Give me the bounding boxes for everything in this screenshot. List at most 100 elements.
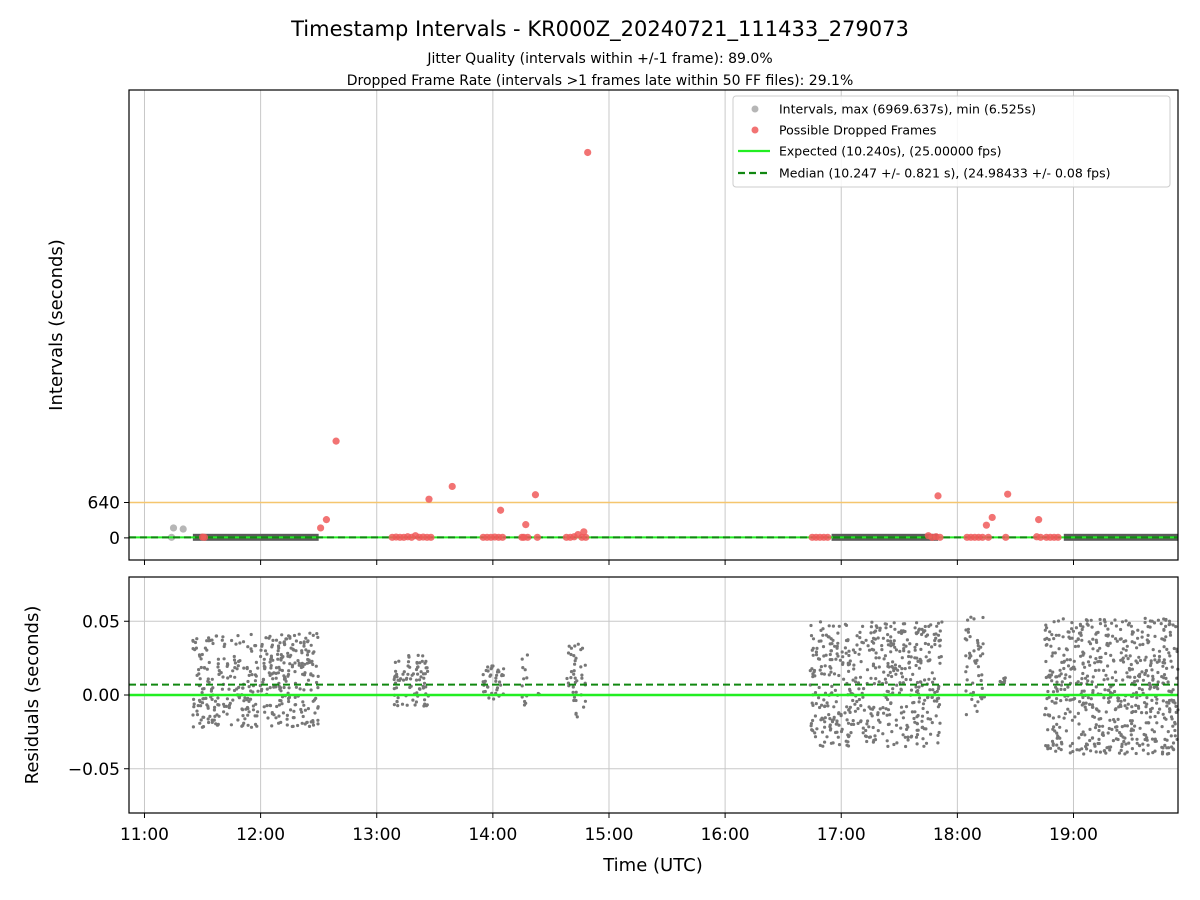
- residual-point: [226, 676, 230, 680]
- residual-point: [881, 732, 885, 736]
- residual-point: [857, 687, 861, 691]
- residual-point: [920, 627, 924, 632]
- residual-point: [858, 675, 863, 679]
- residual-point: [834, 700, 838, 704]
- residual-point: [1162, 673, 1167, 677]
- figure-subtitle-dropped: Dropped Frame Rate (intervals >1 frames …: [347, 73, 854, 89]
- residual-point: [842, 677, 846, 681]
- residual-point: [1146, 674, 1150, 678]
- residual-point: [1080, 627, 1084, 632]
- residual-point: [521, 666, 525, 670]
- residual-point: [290, 724, 294, 729]
- residual-point: [841, 661, 845, 665]
- residual-point: [968, 635, 972, 639]
- residual-point: [1163, 743, 1167, 748]
- residual-point: [280, 668, 284, 673]
- residual-point: [300, 721, 304, 725]
- residual-point: [311, 651, 315, 655]
- residual-point: [406, 672, 410, 676]
- residual-point: [1059, 672, 1063, 676]
- residual-point: [243, 696, 247, 700]
- residual-point: [935, 689, 939, 694]
- residual-point: [1079, 654, 1083, 658]
- residual-point: [1058, 668, 1062, 672]
- residual-point: [265, 687, 269, 691]
- residual-point: [918, 680, 923, 684]
- residual-point: [915, 642, 919, 647]
- residual-point: [1082, 689, 1086, 693]
- residual-point: [933, 642, 937, 647]
- residual-point: [975, 638, 980, 643]
- residual-point: [222, 710, 226, 714]
- residual-point: [415, 661, 419, 665]
- residual-point: [908, 642, 912, 646]
- residuals-y-tick-label: −0.05: [68, 760, 120, 780]
- residual-point: [866, 644, 870, 648]
- residual-point: [834, 657, 838, 661]
- residual-point: [1134, 691, 1139, 695]
- residual-point: [1055, 697, 1059, 701]
- residual-point: [1169, 734, 1173, 738]
- residual-point: [1133, 675, 1137, 680]
- residual-point: [1066, 630, 1070, 634]
- residual-point: [242, 666, 246, 670]
- residual-point: [1057, 647, 1061, 651]
- residual-point: [998, 679, 1002, 684]
- residual-point: [898, 664, 902, 668]
- residual-point: [269, 666, 273, 670]
- residual-point: [907, 660, 912, 664]
- residual-point: [907, 650, 911, 654]
- residual-point: [875, 625, 879, 630]
- residual-point: [242, 699, 246, 703]
- residual-point: [964, 689, 968, 693]
- residual-point: [1085, 622, 1089, 626]
- residual-point: [847, 734, 851, 738]
- residual-point: [406, 660, 411, 664]
- residual-point: [938, 721, 942, 725]
- residual-point: [849, 731, 853, 735]
- residual-point: [502, 667, 506, 671]
- residual-point: [1146, 743, 1150, 747]
- residual-point: [931, 688, 935, 692]
- residual-point: [1061, 617, 1065, 621]
- residual-point: [214, 634, 218, 638]
- residual-point: [287, 699, 291, 704]
- residual-point: [405, 703, 409, 707]
- residual-point: [483, 689, 487, 694]
- residual-point: [1159, 622, 1163, 626]
- residual-point: [207, 639, 211, 643]
- residual-point: [202, 715, 206, 719]
- residual-point: [914, 685, 918, 689]
- residual-point: [810, 728, 814, 732]
- residual-point: [893, 645, 897, 649]
- residual-point: [1070, 636, 1074, 640]
- residual-point: [1094, 657, 1098, 661]
- residual-point: [1146, 641, 1150, 645]
- residual-point: [922, 727, 926, 731]
- time-x-tick-label: 16:00: [701, 825, 750, 845]
- residual-point: [913, 626, 917, 630]
- residual-point: [925, 710, 930, 714]
- residual-point: [937, 730, 941, 735]
- residual-point: [1054, 633, 1058, 637]
- residual-point: [1113, 720, 1117, 724]
- residual-point: [892, 742, 896, 747]
- residual-point: [580, 646, 585, 650]
- residual-point: [1117, 696, 1121, 700]
- residual-point: [522, 677, 526, 681]
- residual-point: [192, 697, 196, 702]
- residual-point: [227, 687, 231, 691]
- residual-point: [314, 696, 318, 701]
- residual-point: [1144, 655, 1148, 659]
- dropped-frame-point: [1036, 533, 1045, 541]
- residual-point: [1167, 651, 1171, 655]
- residual-point: [930, 671, 934, 675]
- intervals-legend: Intervals, max (6969.637s), min (6.525s)…: [732, 95, 1171, 188]
- residual-point: [401, 672, 405, 676]
- residual-point: [288, 662, 292, 666]
- residual-point: [1174, 710, 1178, 715]
- residual-point: [851, 719, 855, 723]
- residual-point: [903, 622, 907, 626]
- residual-point: [965, 665, 969, 669]
- residual-point: [1068, 710, 1072, 714]
